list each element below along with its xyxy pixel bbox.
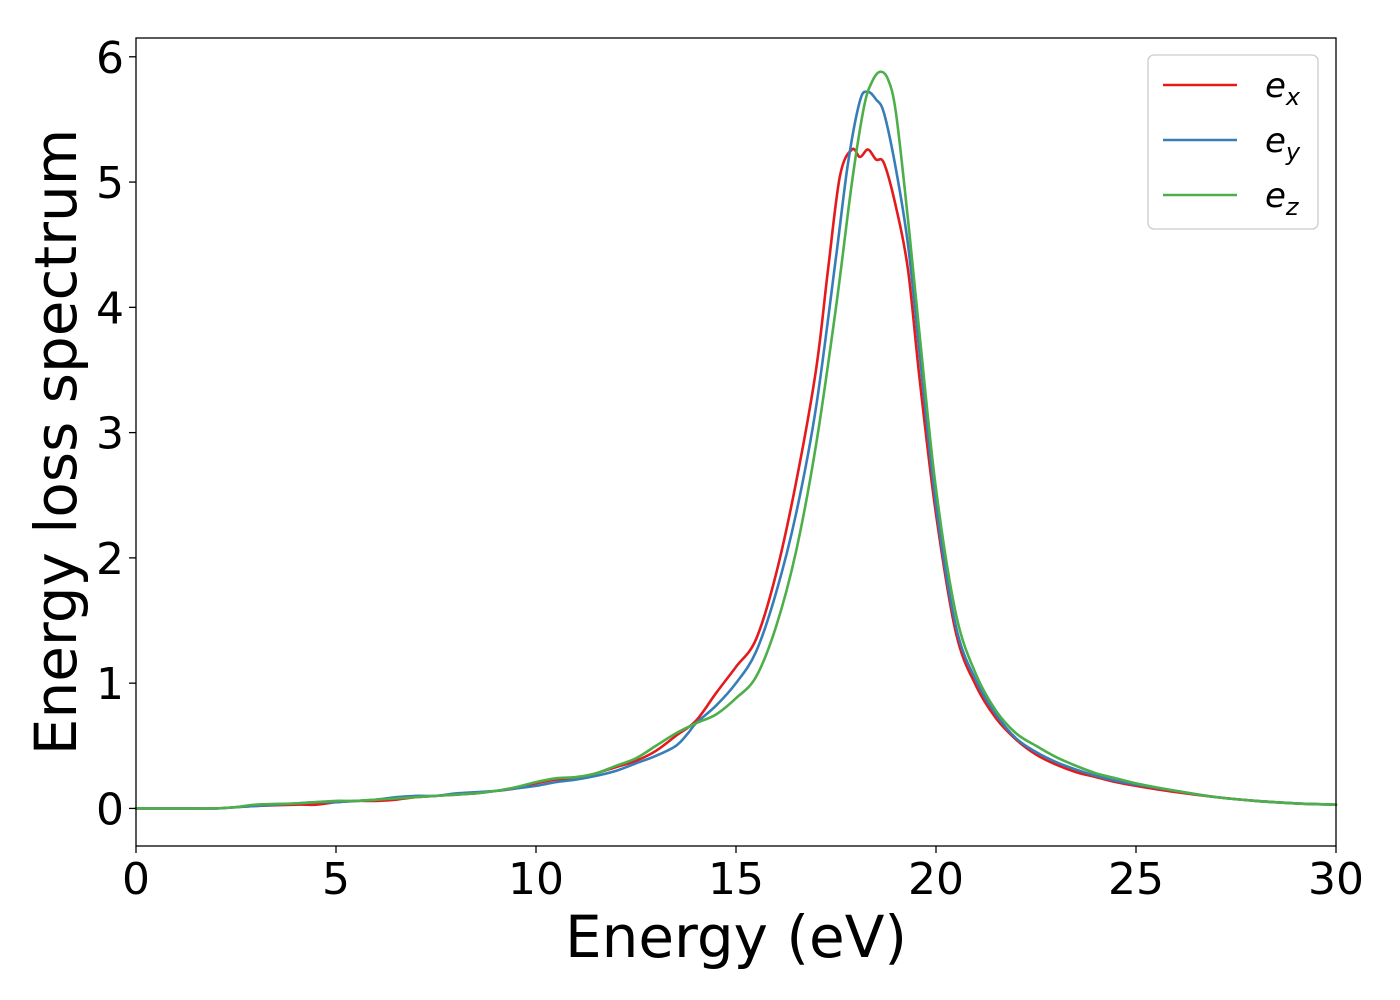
y-tick-label: 1: [96, 659, 124, 710]
y-tick-label: 6: [96, 33, 124, 84]
y-axis-title: Energy loss spectrum: [22, 129, 90, 755]
x-tick-label: 10: [508, 854, 564, 905]
y-tick-label: 2: [96, 534, 124, 585]
legend-box: [1147, 54, 1319, 230]
x-axis-ticks: 0 5 10 15 20 25 30: [122, 846, 1364, 905]
y-axis-ticks: 0 1 2 3 4 5 6: [96, 33, 136, 835]
y-tick-label: 4: [96, 283, 124, 334]
x-tick-label: 5: [322, 854, 350, 905]
x-tick-label: 15: [708, 854, 764, 905]
y-tick-label: 0: [96, 784, 124, 835]
series-layer: [134, 70, 1338, 810]
y-tick-label: 5: [96, 158, 124, 209]
series-line-z: [134, 70, 1338, 810]
x-axis-title: Energy (eV): [565, 903, 907, 971]
x-tick-label: 30: [1308, 854, 1364, 905]
x-tick-label: 20: [908, 854, 964, 905]
x-tick-label: 25: [1108, 854, 1164, 905]
x-tick-label: 0: [122, 854, 150, 905]
y-tick-label: 3: [96, 409, 124, 460]
